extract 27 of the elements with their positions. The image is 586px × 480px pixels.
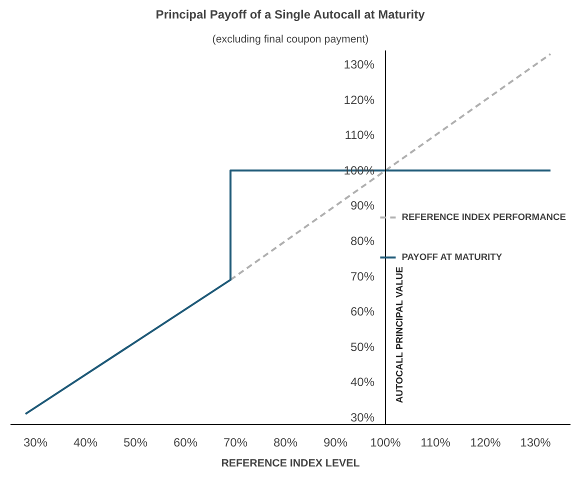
legend-label: PAYOFF AT MATURITY xyxy=(402,252,502,262)
chart-subtitle: (excluding final coupon payment) xyxy=(212,34,369,46)
x-tick-label: 110% xyxy=(420,436,451,450)
x-tick-label: 90% xyxy=(323,436,348,450)
x-tick-label: 130% xyxy=(520,436,552,450)
y-tick-label: 80% xyxy=(350,234,375,248)
y-tick-label: 120% xyxy=(344,92,375,107)
x-tick-label: 80% xyxy=(273,436,298,450)
y-tick-label: 130% xyxy=(344,58,375,72)
y-tick-label: 110% xyxy=(344,128,375,142)
legend-label: REFERENCE INDEX PERFORMANCE xyxy=(402,212,566,222)
y-tick-label: 70% xyxy=(350,269,375,284)
x-tick-label: 100% xyxy=(370,436,402,450)
y-tick-label: 40% xyxy=(350,375,375,390)
y-tick-label: 50% xyxy=(350,340,375,354)
x-tick-label: 70% xyxy=(223,436,248,450)
chart-title: Principal Payoff of a Single Autocall at Maturity xyxy=(156,8,426,22)
y-axis-title: AUTOCALL PRINCIPAL VALUE xyxy=(394,266,404,404)
x-tick-label: 40% xyxy=(73,436,98,450)
x-tick-label: 30% xyxy=(23,436,48,450)
y-tick-label: 30% xyxy=(350,410,375,424)
x-tick-label: 120% xyxy=(470,436,502,450)
x-tick-label: 50% xyxy=(123,436,148,450)
y-tick-label: 60% xyxy=(350,304,375,319)
y-tick-label: 90% xyxy=(350,198,375,213)
x-tick-label: 60% xyxy=(173,436,198,450)
x-axis-title: REFERENCE INDEX LEVEL xyxy=(221,458,360,470)
